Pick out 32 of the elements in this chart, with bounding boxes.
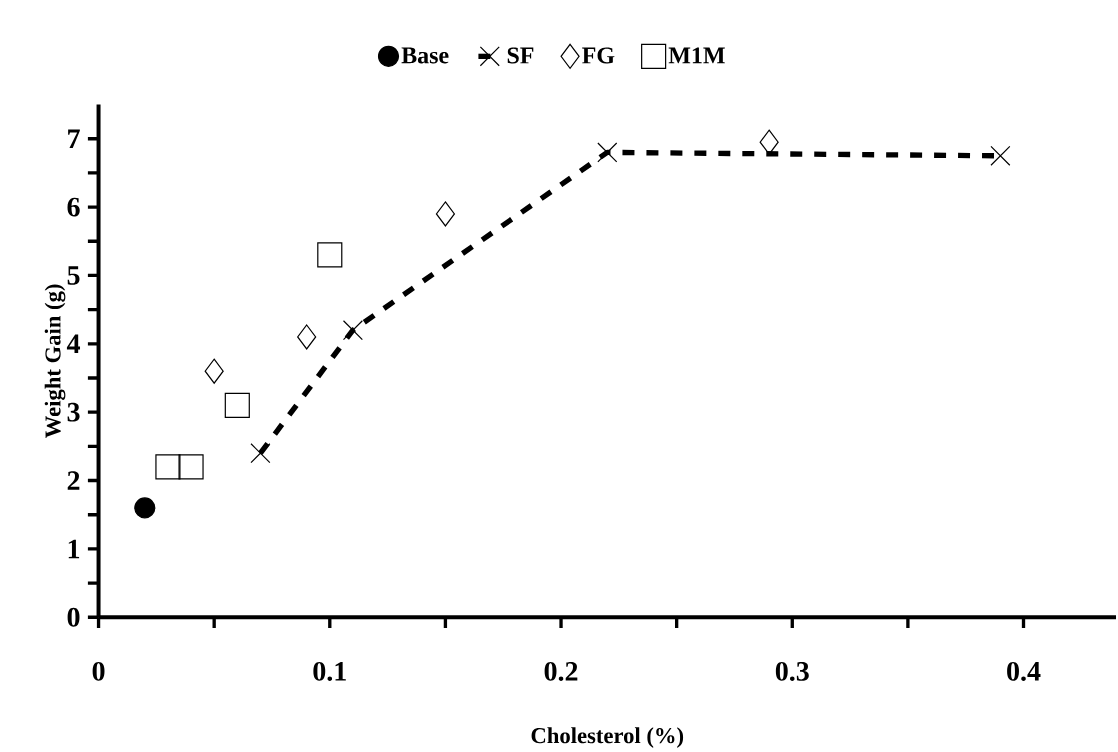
legend-label: SF [507, 47, 534, 64]
y-tick-label: 1 [68, 539, 80, 558]
x-tick-label: 0.1 [313, 661, 346, 681]
legend-label: Base [401, 47, 449, 64]
y-tick-label: 7 [68, 129, 80, 148]
y-tick-label: 5 [67, 266, 80, 285]
point [134, 497, 156, 519]
point [250, 443, 271, 464]
point [342, 319, 363, 340]
point [317, 242, 343, 268]
point [155, 454, 181, 480]
x-tick-label: 0.4 [1007, 661, 1041, 681]
y-tick-label: 4 [66, 334, 81, 353]
point [759, 129, 779, 155]
x-tick-label: 0.3 [775, 661, 809, 681]
legend-label: FG [582, 47, 615, 64]
y-axis-title: Weight Gain (g) [44, 284, 66, 438]
legend-label: M1M [668, 47, 725, 64]
point [204, 358, 224, 384]
x-tick-label: 0 [92, 661, 105, 681]
x-tick-label: 0.2 [544, 661, 578, 681]
point [224, 392, 250, 418]
y-tick-label: 0 [67, 607, 80, 627]
point [990, 145, 1011, 166]
y-tick-label: 3 [67, 402, 80, 422]
point [297, 324, 317, 350]
y-tick-label: 2 [67, 471, 80, 490]
x-axis-title: Cholesterol (%) [531, 727, 684, 748]
point [178, 454, 204, 480]
point [435, 201, 456, 227]
point [597, 142, 618, 163]
y-tick-label: 6 [67, 197, 80, 217]
